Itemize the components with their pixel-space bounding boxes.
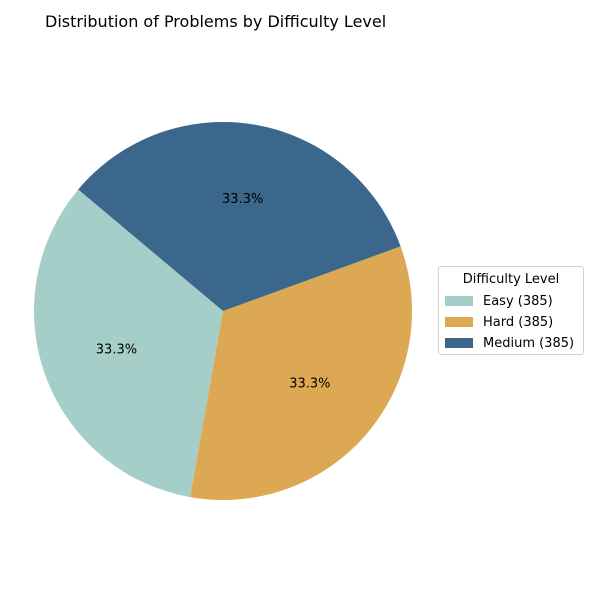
pie-label-easy: 33.3% xyxy=(96,342,137,357)
legend-title: Difficulty Level xyxy=(462,272,560,287)
legend-swatch-medium xyxy=(445,338,473,348)
pie-label-hard: 33.3% xyxy=(289,376,330,391)
pie-slice-hard xyxy=(190,246,412,501)
chart-title: Distribution of Problems by Difficulty L… xyxy=(45,12,387,31)
pie-slice-easy xyxy=(33,189,223,498)
pie-label-medium: 33.3% xyxy=(222,192,263,207)
legend-item-hard: Hard (385) xyxy=(445,314,553,330)
legend-swatch-easy xyxy=(445,296,473,306)
pie-slice-medium xyxy=(78,122,401,311)
legend-label-medium: Medium (385) xyxy=(483,335,575,351)
legend: Difficulty Level Easy (385) Hard (385) M… xyxy=(438,266,584,355)
legend-item-easy: Easy (385) xyxy=(445,293,553,309)
legend-swatch-hard xyxy=(445,317,473,327)
legend-label-hard: Hard (385) xyxy=(483,314,554,330)
legend-label-easy: Easy (385) xyxy=(483,293,553,309)
legend-item-medium: Medium (385) xyxy=(445,335,574,351)
